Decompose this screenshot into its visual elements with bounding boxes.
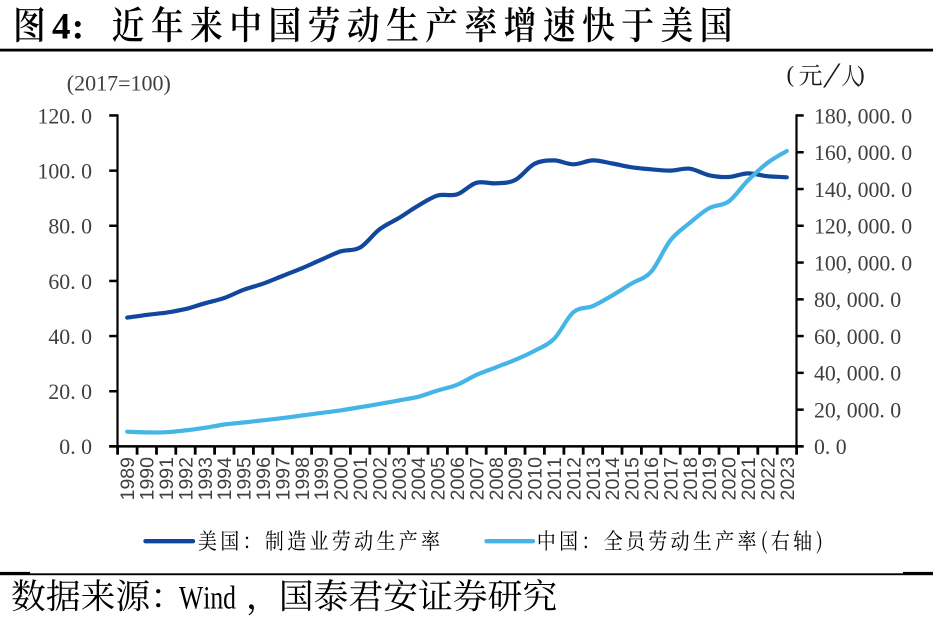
svg-text:2006: 2006 [447, 457, 469, 500]
svg-text:1993: 1993 [195, 457, 217, 500]
svg-text:100, 000. 0: 100, 000. 0 [814, 251, 912, 275]
svg-text:2019: 2019 [699, 457, 721, 500]
svg-text:180, 000. 0: 180, 000. 0 [814, 104, 912, 128]
svg-text:2016: 2016 [641, 457, 663, 500]
svg-text:1995: 1995 [234, 457, 256, 501]
svg-text:0. 0: 0. 0 [814, 435, 847, 459]
svg-text:2012: 2012 [563, 457, 585, 500]
svg-text:0. 0: 0. 0 [59, 435, 92, 459]
svg-text:1998: 1998 [292, 457, 314, 500]
svg-text:80, 000. 0: 80, 000. 0 [814, 288, 901, 312]
svg-text:Wind: Wind [179, 581, 236, 617]
svg-text:2002: 2002 [369, 457, 391, 500]
svg-text:2005: 2005 [428, 457, 450, 501]
svg-text:20, 000. 0: 20, 000. 0 [814, 398, 901, 422]
svg-text:2017: 2017 [660, 457, 682, 500]
svg-text:160, 000. 0: 160, 000. 0 [814, 141, 912, 165]
svg-text:1999: 1999 [311, 457, 333, 500]
svg-text:20. 0: 20. 0 [48, 380, 92, 404]
svg-text:2022: 2022 [757, 457, 779, 500]
svg-text:2010: 2010 [525, 457, 547, 501]
svg-text:2014: 2014 [602, 457, 624, 501]
svg-text:1997: 1997 [272, 457, 294, 500]
svg-text:120. 0: 120. 0 [38, 104, 93, 128]
svg-text:120, 000. 0: 120, 000. 0 [814, 215, 912, 239]
svg-text:60. 0: 60. 0 [48, 270, 92, 294]
svg-text:140, 000. 0: 140, 000. 0 [814, 178, 912, 202]
svg-text:2018: 2018 [680, 457, 702, 500]
svg-text:2015: 2015 [622, 457, 644, 501]
svg-text:2007: 2007 [466, 457, 488, 500]
svg-text:4: 4 [52, 6, 71, 47]
svg-text:40. 0: 40. 0 [48, 325, 92, 349]
svg-text:(: ( [787, 62, 795, 87]
svg-text:2021: 2021 [738, 457, 760, 500]
svg-text:1994: 1994 [214, 457, 236, 501]
svg-text:60, 000. 0: 60, 000. 0 [814, 325, 901, 349]
svg-text:1996: 1996 [253, 457, 275, 500]
svg-text:): ) [857, 62, 865, 87]
svg-text:100. 0: 100. 0 [38, 159, 93, 183]
svg-text:2000: 2000 [331, 457, 353, 501]
svg-text:1991: 1991 [156, 457, 178, 500]
svg-text:2003: 2003 [389, 457, 411, 500]
svg-text:1990: 1990 [137, 457, 159, 501]
svg-text:2023: 2023 [777, 457, 799, 500]
svg-text:2008: 2008 [486, 457, 508, 500]
svg-text::: : [72, 6, 84, 47]
svg-text:1992: 1992 [175, 457, 197, 500]
svg-text:(2017=100): (2017=100) [67, 71, 171, 96]
svg-text:2001: 2001 [350, 457, 372, 500]
svg-text:2009: 2009 [505, 457, 527, 500]
svg-text:2011: 2011 [544, 457, 566, 500]
svg-text:1989: 1989 [117, 457, 139, 500]
svg-text:2004: 2004 [408, 457, 430, 501]
svg-text:2013: 2013 [583, 457, 605, 500]
svg-text:2020: 2020 [719, 457, 741, 501]
svg-text:40, 000. 0: 40, 000. 0 [814, 362, 901, 386]
svg-text:80. 0: 80. 0 [48, 215, 92, 239]
